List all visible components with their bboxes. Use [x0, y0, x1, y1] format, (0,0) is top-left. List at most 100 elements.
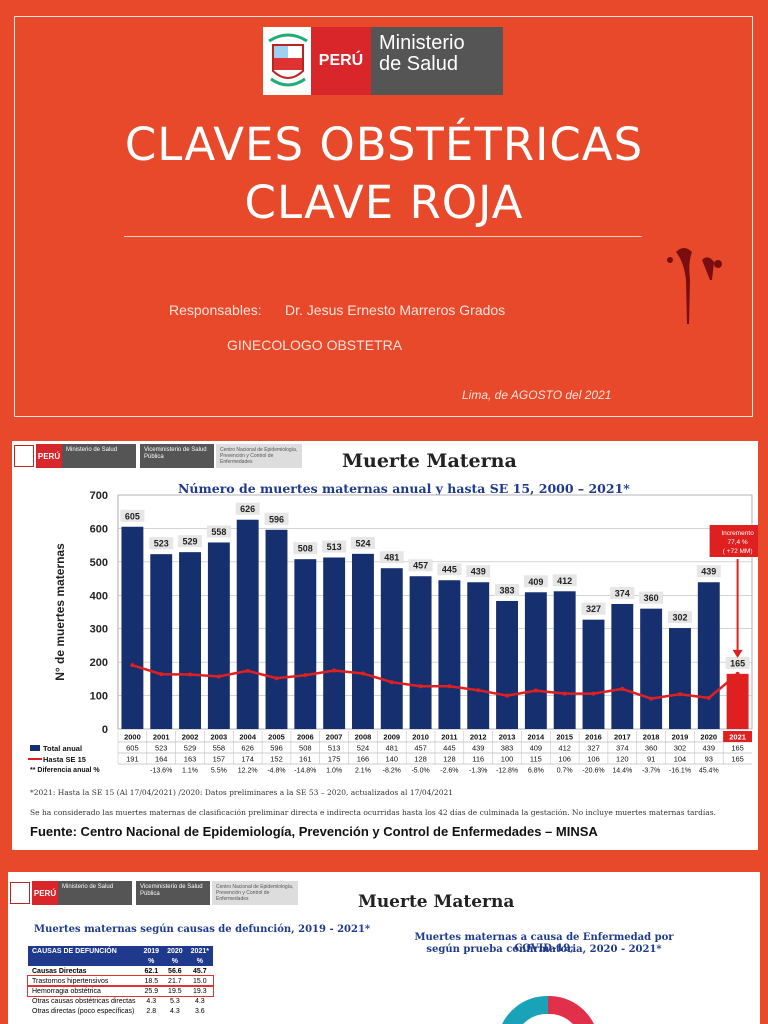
se15-cell: 152	[270, 755, 283, 764]
header-vice: Viceministerio de Salud Pública	[140, 444, 214, 468]
total-cell: 523	[155, 744, 168, 753]
table-cell: 2020	[163, 946, 187, 956]
bar-label-box	[725, 656, 750, 669]
bar-value-label: 439	[471, 567, 486, 577]
diff-cell: -5.0%	[411, 768, 429, 775]
se15-point	[620, 686, 625, 691]
bar-label-box	[149, 537, 174, 550]
se15-point	[562, 691, 567, 696]
table-cell: 56.6	[168, 967, 182, 975]
footnote-2: Se ha considerado las muertes maternas d…	[30, 808, 716, 817]
y-tick-label: 700	[90, 490, 108, 502]
table-cell: Hemorragia obstétrica	[32, 987, 101, 995]
bar-label-box	[667, 611, 692, 624]
bar-label-box	[552, 574, 577, 587]
diff-cell: 45.4%	[699, 768, 719, 775]
diff-cell: 14.4%	[612, 768, 632, 775]
diff-cell: -2.6%	[440, 768, 458, 775]
se15-cell: 174	[241, 755, 254, 764]
total-cell: 481	[386, 744, 399, 753]
bar	[553, 591, 576, 729]
bar	[669, 628, 691, 729]
se15-cell: 163	[184, 755, 197, 764]
bar-value-label: 523	[154, 539, 169, 549]
slide-frame	[14, 16, 753, 417]
se15-point	[735, 671, 740, 676]
se15-cell: 91	[647, 755, 655, 764]
total-cell: 605	[126, 744, 139, 753]
se15-point	[706, 695, 711, 700]
bar-value-label: 529	[183, 537, 198, 547]
diff-cell: 1.1%	[182, 768, 198, 775]
table-cell: 45.7	[192, 967, 207, 975]
table-cell: Trastornos hipertensivos	[32, 977, 109, 985]
table-header-row: CAUSAS DE DEFUNCIÓN 2019 2020 2021*	[28, 946, 213, 956]
x-tick-label: 2019	[672, 733, 689, 742]
header-ministry: Ministerio de Salud	[62, 444, 136, 468]
total-cell: 457	[414, 744, 427, 753]
increment-box	[709, 525, 758, 557]
crest-mini-icon	[14, 445, 34, 467]
se15-cell: 104	[674, 755, 687, 764]
bar-label-box	[639, 591, 664, 604]
logo-ministry: Ministerio de Salud	[371, 27, 503, 95]
slide3-title: Muerte Materna	[358, 892, 515, 912]
bar	[496, 600, 518, 729]
bar	[352, 553, 374, 729]
header-country: PERÚ	[36, 444, 62, 468]
peru-crest-icon	[268, 33, 308, 87]
table-cell: 4.3	[170, 1007, 180, 1015]
total-cell: 445	[443, 744, 456, 753]
diff-cell: -8.2%	[383, 768, 401, 775]
total-cell: 439	[472, 744, 485, 753]
diff-cell: 2.1%	[355, 768, 371, 775]
total-cell: 596	[270, 744, 283, 753]
legend-se15-label: Hasta SE 15	[43, 755, 86, 764]
bar-value-label: 409	[528, 577, 543, 587]
se15-cell: 175	[328, 755, 341, 764]
y-tick-label: 300	[90, 624, 108, 636]
table-units-row: %%%	[28, 956, 213, 966]
se15-cell: 128	[414, 755, 427, 764]
increment-arrowhead	[732, 649, 743, 658]
bar	[380, 568, 403, 729]
table-cell: Otras directas (poco específicas)	[32, 1007, 135, 1015]
x-tick-label: 2020	[700, 733, 717, 742]
x-tick-label: 2017	[614, 733, 631, 742]
header-ministry: Ministerio de Salud	[58, 881, 132, 905]
total-cell: 360	[645, 744, 658, 753]
table-row: Otras causas obstétricas directas 4.3 5.3 4…	[28, 996, 213, 1006]
bar-value-label: 383	[500, 585, 515, 595]
bar	[467, 582, 490, 729]
table-cell: 25.9	[144, 987, 159, 995]
causes-heading: Muertes maternas según causas de defunci…	[34, 924, 371, 935]
diff-cell: -3.7%	[642, 768, 660, 775]
se15-cell: 128	[443, 755, 456, 764]
total-cell: 383	[501, 744, 514, 753]
y-tick-label: 600	[90, 523, 108, 535]
diff-cell: 0.7%	[557, 768, 573, 775]
table-cell: Otras causas obstétricas directas	[32, 997, 136, 1005]
bar-label-box	[379, 551, 404, 564]
x-tick-label: 2011	[441, 733, 457, 742]
x-tick-label: 2012	[470, 733, 487, 742]
bar-value-label: 457	[413, 561, 428, 571]
institution-header-2: PERÚ Ministerio de Salud Viceministerio …	[8, 878, 308, 908]
x-tick-label: 2013	[499, 733, 516, 742]
title-line-2: CLAVE ROJA	[244, 176, 524, 229]
bar-label-box	[581, 602, 606, 615]
header-vice: Viceministerio de Salud Pública	[136, 881, 210, 905]
table-row: Causas Directas 62.1 56.6 45.7	[28, 966, 213, 976]
table-cell: 19.3	[192, 987, 207, 995]
covid-donut-chart	[502, 996, 594, 1024]
x-tick-label: 2021	[729, 733, 746, 742]
table-cell: %	[139, 956, 164, 966]
highlight-cell	[723, 731, 752, 742]
bar	[697, 582, 720, 729]
title-slide: PERÚ Ministerio de Salud CLAVES OBSTÉTRI…	[0, 0, 768, 432]
se15-point	[505, 693, 510, 698]
bar	[207, 542, 230, 729]
crest-mini-icon	[10, 882, 30, 904]
bar-value-label: 412	[557, 576, 572, 586]
table-cell: 62.1	[144, 967, 159, 975]
